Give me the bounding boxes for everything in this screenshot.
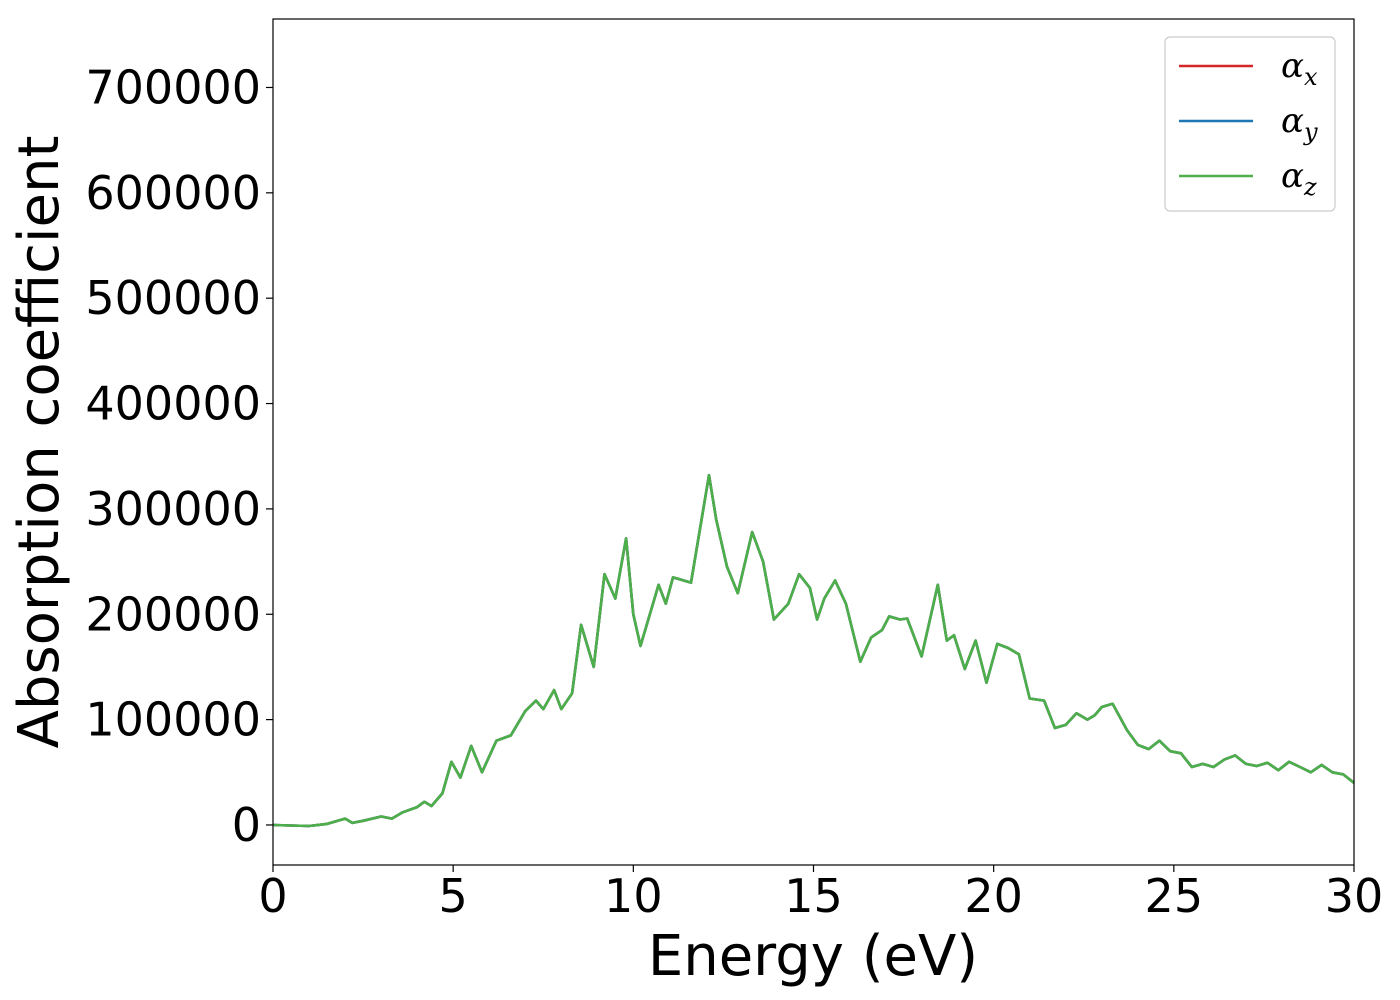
- x-tick-label: 30: [1325, 869, 1384, 923]
- ticks-layer: 0 5 10 15 20 25 30 0 100000 200000 300000 400000 500…: [85, 60, 1383, 923]
- y-axis-label: Absorption coefficient: [7, 136, 72, 749]
- series-line-1: [272, 473, 1355, 828]
- y-tick-label: 200000: [85, 587, 261, 641]
- x-tick-label: 25: [1145, 869, 1204, 923]
- x-tick-label: 20: [964, 869, 1023, 923]
- x-axis-label: Energy (eV): [648, 924, 978, 989]
- legend: αx αy αz: [1164, 36, 1336, 212]
- y-tick-label: 500000: [85, 271, 261, 325]
- series-layer: [272, 473, 1355, 828]
- series-line-3: [272, 473, 1355, 828]
- y-tick-label: 400000: [85, 377, 261, 431]
- y-tick-label: 300000: [85, 482, 261, 536]
- x-tick-label: 5: [439, 869, 468, 923]
- x-tick-label: 15: [784, 869, 843, 923]
- series-line-2: [272, 473, 1355, 828]
- x-tick-label: 10: [604, 869, 663, 923]
- y-tick-label: 700000: [85, 60, 261, 114]
- y-tick-label: 100000: [85, 693, 261, 747]
- legend-box: [1164, 36, 1336, 212]
- legend-items: αx αy αz: [1179, 46, 1318, 201]
- legend-label-3: αz: [1281, 156, 1317, 201]
- legend-label-1: αx: [1281, 46, 1318, 91]
- legend-label-2: αy: [1281, 101, 1318, 146]
- x-tick-label: 0: [258, 869, 287, 923]
- y-tick-label: 600000: [85, 166, 261, 220]
- y-tick-label: 0: [232, 798, 261, 852]
